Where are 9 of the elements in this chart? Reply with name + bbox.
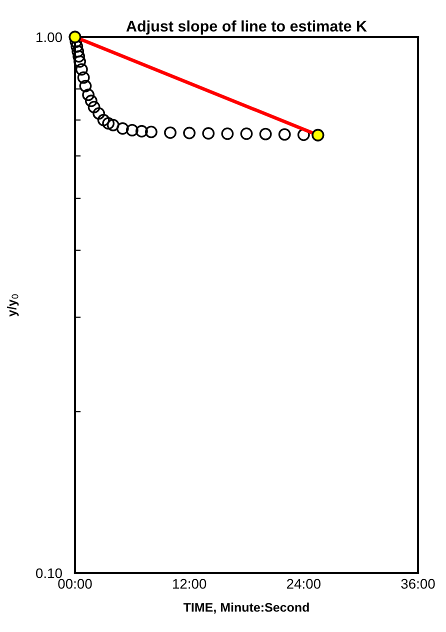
x-axis-title: TIME, Minute:Second <box>183 602 309 614</box>
x-tick-label: 24:00 <box>286 578 321 589</box>
chart-title: Adjust slope of line to estimate K <box>126 20 367 35</box>
x-tick-label: 12:00 <box>173 578 206 589</box>
x-tick-label: 36:00 <box>401 578 435 589</box>
y-axis-title: y/y$_{0}$ <box>7 294 19 317</box>
y-tick-label: 0.10 <box>36 568 62 578</box>
x-tick-label: 00:00 <box>58 578 92 589</box>
y-tick-label: 1.00 <box>36 32 62 42</box>
